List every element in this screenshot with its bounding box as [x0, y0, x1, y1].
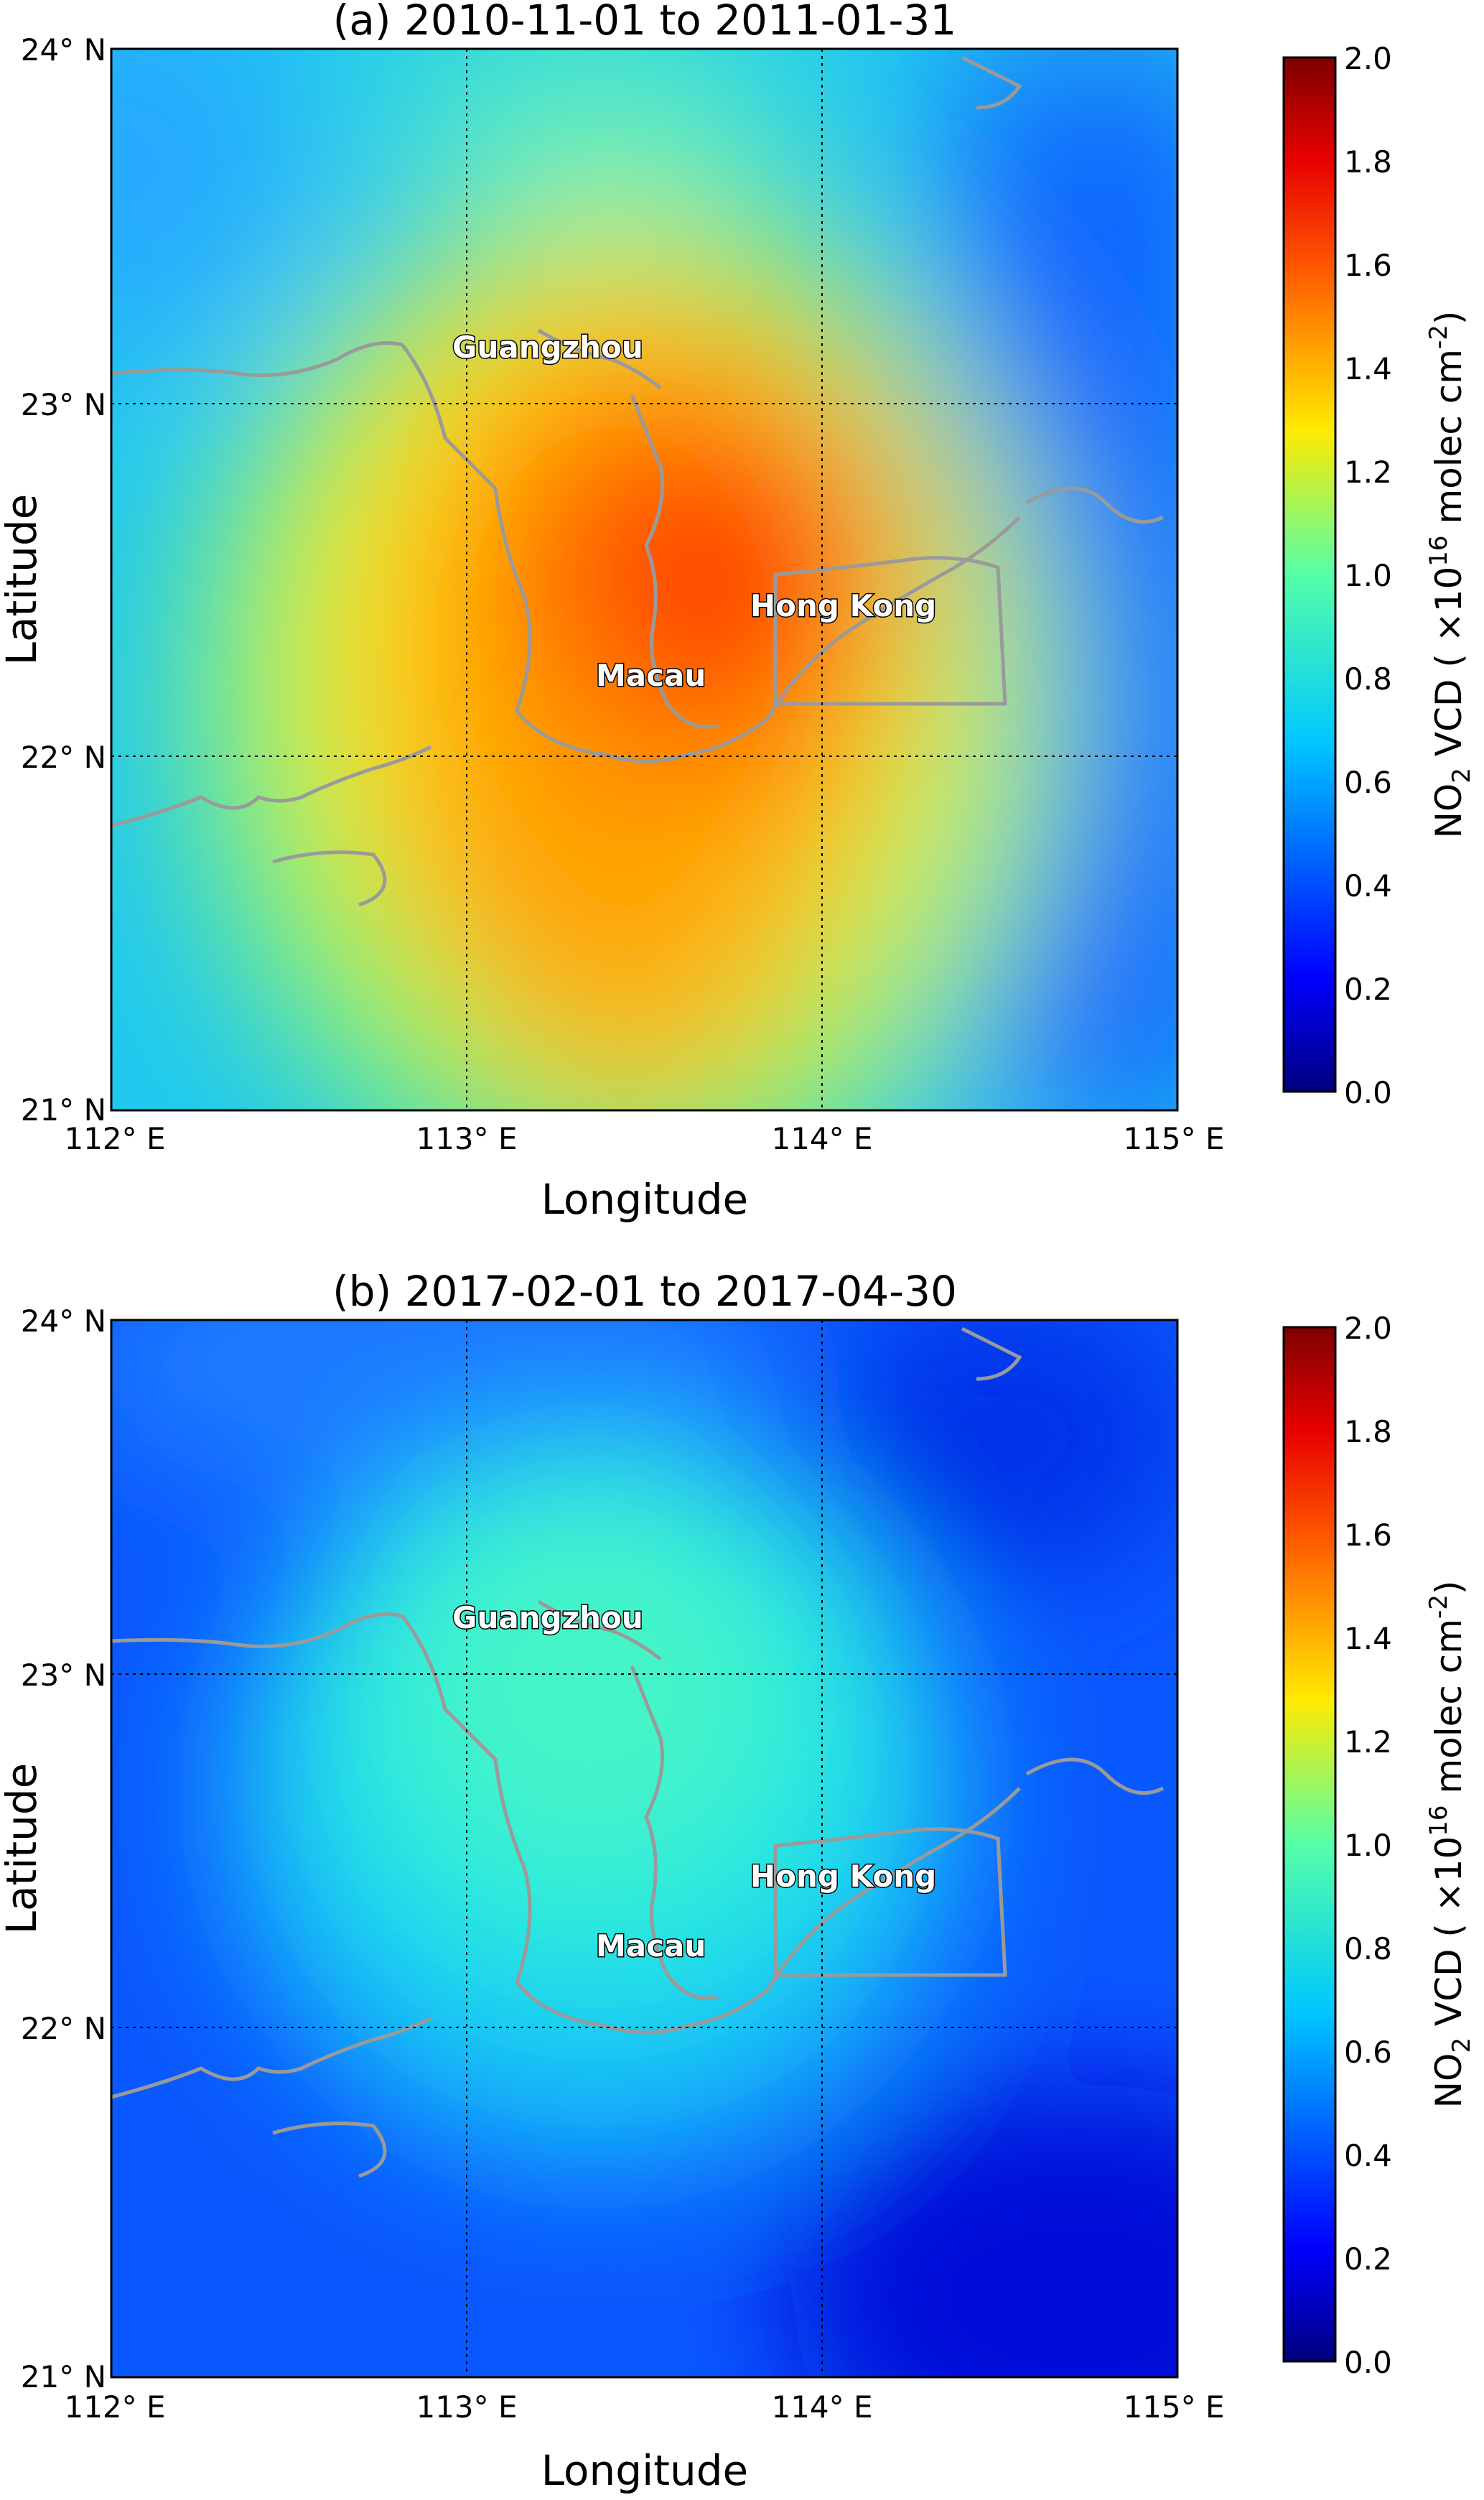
x-tick-labels: 112° E 113° E 114° E 115° E	[64, 2389, 1224, 2425]
coastline	[111, 1326, 1165, 2178]
colorbar-tick: 0.6	[1344, 2035, 1392, 2070]
y-tick-label: 21° N	[21, 1092, 106, 1128]
colorbar-ticks: 2.0 1.8 1.6 1.4 1.2 1.0 0.8 0.6 0.4 0.2 …	[1344, 41, 1392, 1110]
colorbar-tick: 0.0	[1344, 2345, 1392, 2380]
city-labels: Guangzhou Hong Kong Macau	[452, 1599, 938, 1965]
x-axis-label: Longitude	[541, 1175, 748, 1224]
x-tick-label: 115° E	[1123, 2389, 1224, 2425]
gridlines	[111, 1320, 1177, 2377]
colorbar-tick: 1.8	[1344, 1414, 1392, 1449]
city-label-guangzhou: Guangzhou	[452, 1600, 643, 1635]
y-tick-labels: 24° N 23° N 22° N 21° N	[21, 1304, 106, 2394]
city-labels: Guangzhou Hong Kong Macau	[452, 329, 938, 694]
colorbar-label: NO2 VCD ( ×1016 molec cm-2)	[1424, 1581, 1476, 2109]
panel-title: (a) 2010-11-01 to 2011-01-31	[333, 0, 956, 45]
colorbar-tick: 1.2	[1344, 1724, 1392, 1760]
panel-title: (b) 2017-02-01 to 2017-04-30	[332, 1267, 957, 1316]
colorbar-tick: 0.2	[1344, 972, 1392, 1007]
city-label-guangzhou: Guangzhou	[452, 330, 643, 365]
x-tick-label: 114° E	[771, 1121, 872, 1156]
colorbar: 2.0 1.8 1.6 1.4 1.2 1.0 0.8 0.6 0.4 0.2 …	[1282, 1311, 1476, 2380]
y-axis-label: Latitude	[0, 1763, 46, 1935]
colorbar-tick: 1.2	[1344, 455, 1392, 490]
colorbar-gradient	[1282, 56, 1337, 1093]
colorbar-tick: 0.2	[1344, 2241, 1392, 2277]
x-tick-labels: 112° E 113° E 114° E 115° E	[64, 1121, 1224, 1156]
x-axis-label: Longitude	[541, 2446, 748, 2495]
city-label-macau: Macau	[596, 658, 706, 693]
y-axis-label: Latitude	[0, 494, 46, 666]
y-tick-label: 23° N	[21, 387, 106, 422]
heatmap	[111, 1320, 1177, 2377]
colorbar-ticks: 2.0 1.8 1.6 1.4 1.2 1.0 0.8 0.6 0.4 0.2 …	[1344, 1311, 1392, 2380]
colorbar-tick: 1.4	[1344, 1621, 1392, 1656]
city-label-hong-kong: Hong Kong	[750, 588, 936, 623]
gridlines	[111, 49, 1177, 1110]
x-tick-label: 112° E	[64, 1121, 165, 1156]
colorbar-tick: 2.0	[1344, 41, 1392, 76]
colorbar-tick: 0.8	[1344, 661, 1392, 697]
x-tick-label: 113° E	[416, 1121, 517, 1156]
x-tick-label: 114° E	[771, 2389, 872, 2425]
colorbar: 2.0 1.8 1.6 1.4 1.2 1.0 0.8 0.6 0.4 0.2 …	[1282, 41, 1476, 1110]
x-tick-label: 115° E	[1123, 1121, 1224, 1156]
y-tick-label: 23° N	[21, 1658, 106, 1693]
coastline	[111, 55, 1165, 907]
colorbar-tick: 0.8	[1344, 1931, 1392, 1966]
colorbar-tick: 0.6	[1344, 765, 1392, 800]
city-label-hong-kong: Hong Kong	[750, 1859, 936, 1894]
colorbar-tick: 1.6	[1344, 248, 1392, 283]
y-tick-label: 24° N	[21, 1304, 106, 1339]
colorbar-gradient	[1282, 1326, 1337, 2363]
panel-a: (a) 2010-11-01 to 2011-01-31	[0, 0, 1476, 1224]
y-tick-label: 21° N	[21, 2359, 106, 2394]
y-tick-label: 24° N	[21, 32, 106, 68]
colorbar-tick: 1.6	[1344, 1518, 1392, 1553]
map-frame	[110, 47, 1179, 1112]
y-tick-labels: 24° N 23° N 22° N 21° N	[21, 32, 106, 1128]
x-tick-label: 113° E	[416, 2389, 517, 2425]
colorbar-tick: 1.0	[1344, 1828, 1392, 1863]
y-tick-label: 22° N	[21, 2011, 106, 2046]
heatmap	[111, 49, 1177, 1110]
colorbar-tick: 1.0	[1344, 558, 1392, 593]
colorbar-tick: 0.0	[1344, 1075, 1392, 1110]
x-tick-label: 112° E	[64, 2389, 165, 2425]
city-label-macau: Macau	[596, 1928, 706, 1964]
colorbar-tick: 0.4	[1344, 868, 1392, 903]
colorbar-tick: 1.8	[1344, 144, 1392, 180]
y-tick-label: 22° N	[21, 740, 106, 775]
colorbar-tick: 1.4	[1344, 351, 1392, 386]
colorbar-tick: 2.0	[1344, 1311, 1392, 1346]
colorbar-tick: 0.4	[1344, 2138, 1392, 2173]
panel-b: (b) 2017-02-01 to 2017-04-30	[0, 1267, 1476, 2495]
colorbar-label: NO2 VCD ( ×1016 molec cm-2)	[1424, 311, 1476, 839]
map-frame	[110, 1319, 1179, 2379]
